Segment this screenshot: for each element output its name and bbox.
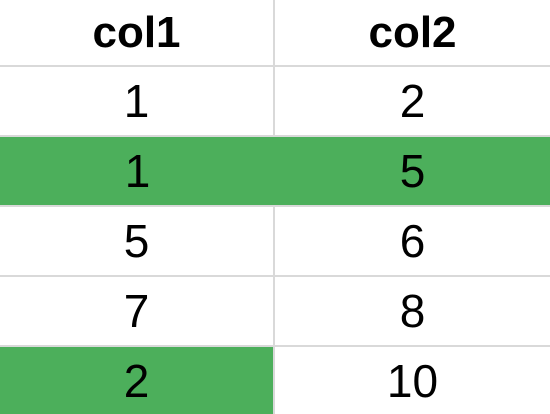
table-cell-highlighted[interactable]: 1 (0, 137, 275, 207)
table-cell-highlighted[interactable]: 5 (275, 137, 550, 207)
table-cell[interactable]: 2 (275, 67, 550, 137)
table-cell[interactable]: 6 (275, 207, 550, 277)
column-header-col1[interactable]: col1 (0, 0, 275, 67)
table-cell[interactable]: 8 (275, 277, 550, 347)
table-cell[interactable]: 1 (0, 67, 275, 137)
table-cell-highlighted[interactable]: 2 (0, 347, 275, 414)
column-header-col2[interactable]: col2 (275, 0, 550, 67)
table-cell[interactable]: 10 (275, 347, 550, 414)
table-cell[interactable]: 7 (0, 277, 275, 347)
table-cell[interactable]: 5 (0, 207, 275, 277)
